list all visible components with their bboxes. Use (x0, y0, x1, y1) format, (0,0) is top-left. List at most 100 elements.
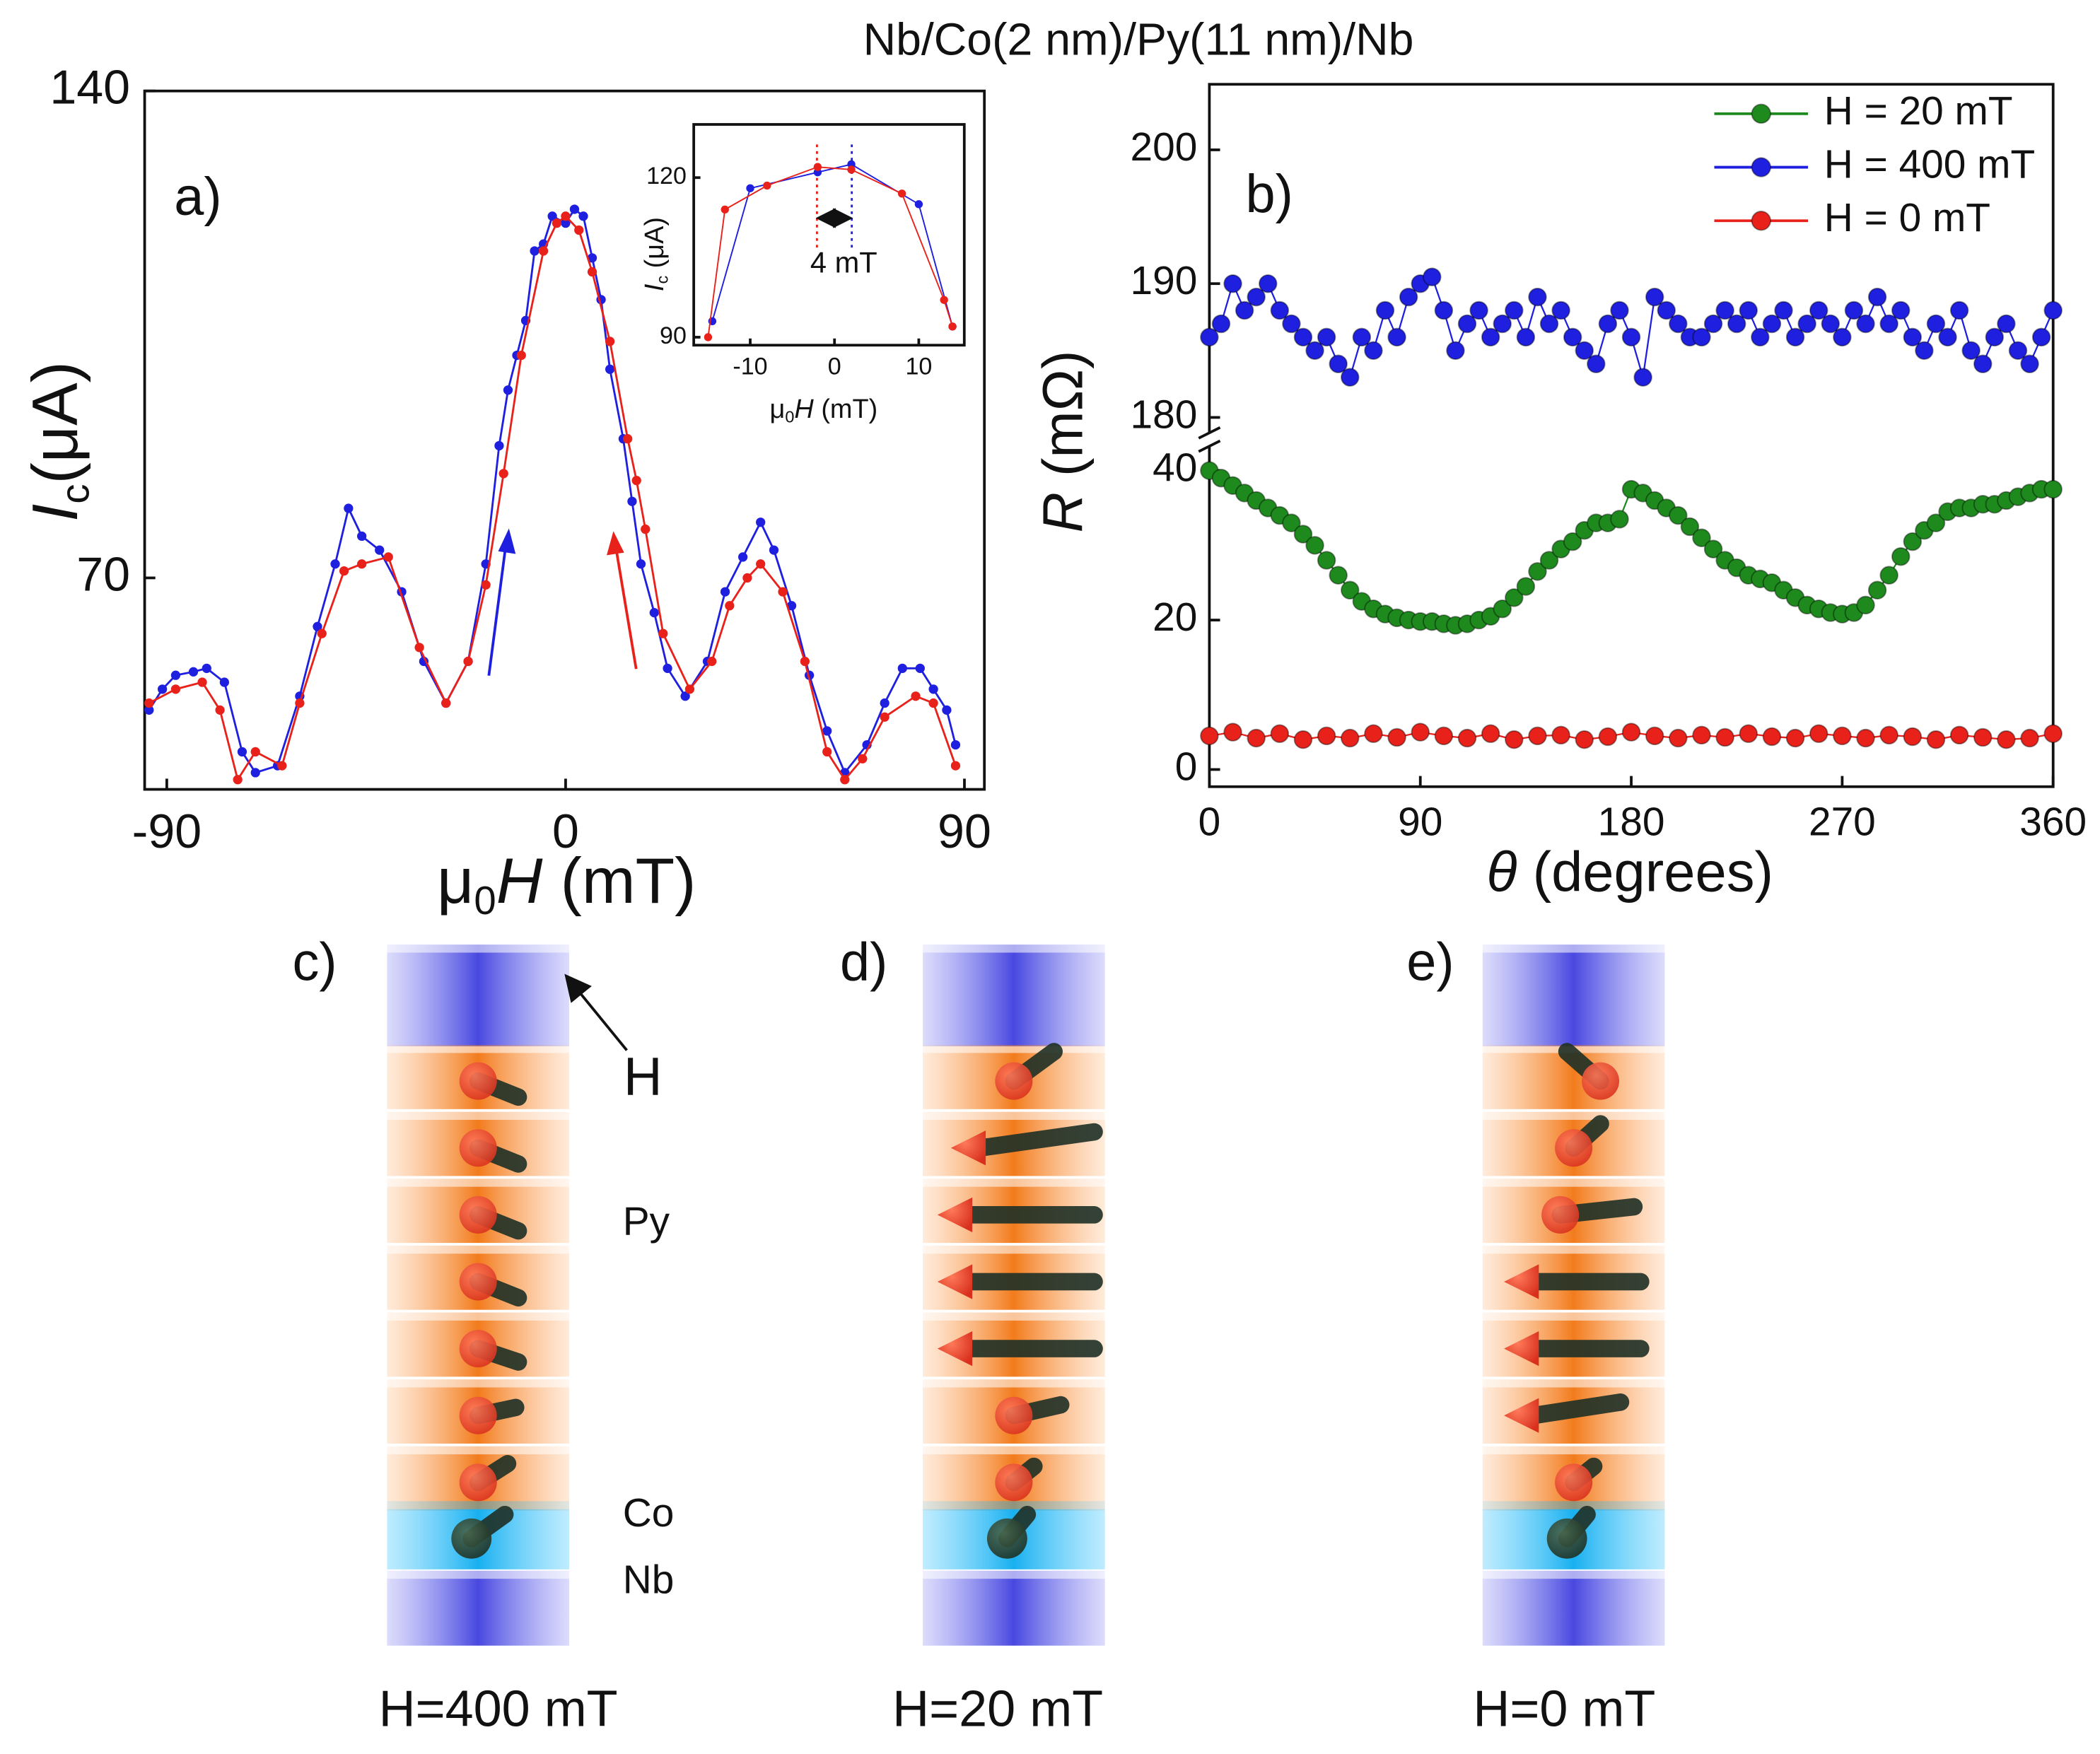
data-point (498, 469, 508, 479)
layer-top (923, 1045, 1105, 1053)
data-point (1915, 341, 1934, 361)
x-tick-label: -10 (733, 353, 767, 380)
panel-label: b) (1246, 164, 1293, 224)
data-point (1844, 300, 1864, 320)
data-point (1739, 300, 1758, 320)
data-point (1364, 724, 1383, 743)
data-point (1809, 724, 1828, 743)
layer (923, 952, 1105, 1046)
data-point (1973, 354, 1993, 373)
spin-rod (1524, 1393, 1630, 1425)
data-point (1692, 725, 1711, 745)
data-point (1223, 723, 1242, 742)
data-point (1481, 724, 1500, 743)
legend-label: H = 20 mT (1824, 89, 2013, 134)
layer-top (923, 1379, 1105, 1388)
data-point (928, 684, 938, 694)
x-tick-label: 90 (1398, 800, 1442, 845)
data-point (721, 205, 729, 214)
data-point (277, 761, 287, 771)
data-point (1879, 566, 1898, 585)
data-point (1317, 327, 1336, 347)
data-point (530, 246, 539, 256)
data-point (2020, 728, 2039, 748)
data-point (2043, 300, 2063, 320)
sweep-arrow-head (498, 528, 516, 554)
data-point (1833, 726, 1852, 746)
data-point (1633, 368, 1652, 387)
data-point (914, 200, 923, 209)
data-point (1961, 341, 1981, 361)
x-axis-label-part: μ (770, 394, 786, 424)
data-point (1457, 314, 1477, 334)
data-point (1469, 300, 1488, 320)
data-point (1785, 327, 1805, 347)
data-point (1938, 327, 1957, 347)
layer-top (387, 1179, 570, 1187)
x-axis-label-part: 0 (785, 408, 794, 426)
data-point (2031, 327, 2051, 347)
y-axis-label-part: I (20, 504, 91, 522)
data-point (1669, 314, 1688, 334)
data-point (1833, 327, 1852, 347)
data-point (1856, 314, 1875, 334)
data-point (897, 189, 906, 198)
data-point (516, 350, 526, 361)
x-tick-label: 0 (828, 353, 841, 380)
x-tick-label: 270 (1809, 800, 1876, 845)
data-point (1317, 726, 1336, 746)
data-point (1247, 287, 1266, 307)
layer-top (1482, 1179, 1665, 1187)
data-point (1493, 599, 1512, 619)
data-point (911, 691, 921, 701)
data-point (822, 747, 832, 757)
x-axis-label-part: H (496, 846, 543, 917)
layer-top (923, 945, 1105, 953)
data-point (1528, 726, 1547, 746)
data-point (1247, 728, 1266, 748)
data-point (746, 184, 754, 192)
spin-head (1504, 1264, 1539, 1299)
data-point (1505, 730, 1524, 749)
spin-ball (995, 1396, 1033, 1434)
data-point (1762, 314, 1782, 334)
data-point (144, 705, 154, 715)
data-point (725, 601, 735, 611)
layer (1482, 952, 1665, 1046)
spin-ball (459, 1263, 497, 1301)
series-line (707, 166, 953, 338)
series-line (148, 214, 957, 783)
data-point (649, 608, 659, 618)
panel-label: e) (1406, 932, 1454, 992)
data-point (948, 322, 957, 331)
data-point (1423, 267, 1442, 286)
data-point (441, 698, 451, 708)
spin-ball (1555, 1129, 1593, 1167)
data-point (1563, 532, 1582, 551)
spin-ball (986, 1518, 1027, 1559)
layer-top (1482, 1312, 1665, 1321)
spin-ball (459, 1129, 497, 1167)
data-point (1539, 551, 1559, 570)
spin-head (937, 1197, 973, 1232)
panel-label: d) (840, 932, 887, 992)
data-point (1200, 726, 1219, 746)
layer-label: Co (623, 1491, 675, 1536)
data-point (1341, 728, 1360, 748)
y-tick-label: 40 (1153, 446, 1197, 491)
x-tick-label: 10 (905, 353, 932, 380)
y-tick-label: 180 (1131, 392, 1198, 437)
data-point (950, 761, 961, 771)
data-point (1610, 300, 1629, 320)
data-point (1949, 725, 1969, 745)
data-point (786, 601, 797, 611)
sweep-arrow-head (607, 531, 624, 556)
data-point (1375, 300, 1395, 320)
spin-head (937, 1331, 973, 1367)
data-point (561, 218, 571, 228)
legend-marker (1751, 211, 1771, 231)
data-point (1259, 274, 1278, 293)
x-axis-label: μ0H (mT) (437, 846, 696, 923)
data-point (1270, 724, 1290, 743)
data-point (1387, 327, 1406, 347)
